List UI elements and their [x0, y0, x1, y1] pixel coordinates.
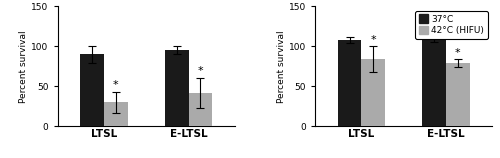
Legend: 37°C, 42°C (HIFU): 37°C, 42°C (HIFU): [415, 11, 488, 39]
Bar: [446, 63, 469, 126]
Text: *: *: [370, 35, 376, 45]
Bar: [104, 102, 128, 126]
Bar: [422, 40, 446, 126]
Bar: [188, 93, 212, 126]
Text: *: *: [198, 66, 203, 76]
Bar: [165, 50, 188, 126]
Bar: [362, 59, 385, 126]
Y-axis label: Percent survival: Percent survival: [277, 30, 286, 103]
Bar: [338, 40, 361, 126]
Text: *: *: [455, 48, 460, 58]
Text: *: *: [113, 80, 118, 90]
Y-axis label: Percent survival: Percent survival: [20, 30, 28, 103]
Bar: [80, 54, 104, 126]
